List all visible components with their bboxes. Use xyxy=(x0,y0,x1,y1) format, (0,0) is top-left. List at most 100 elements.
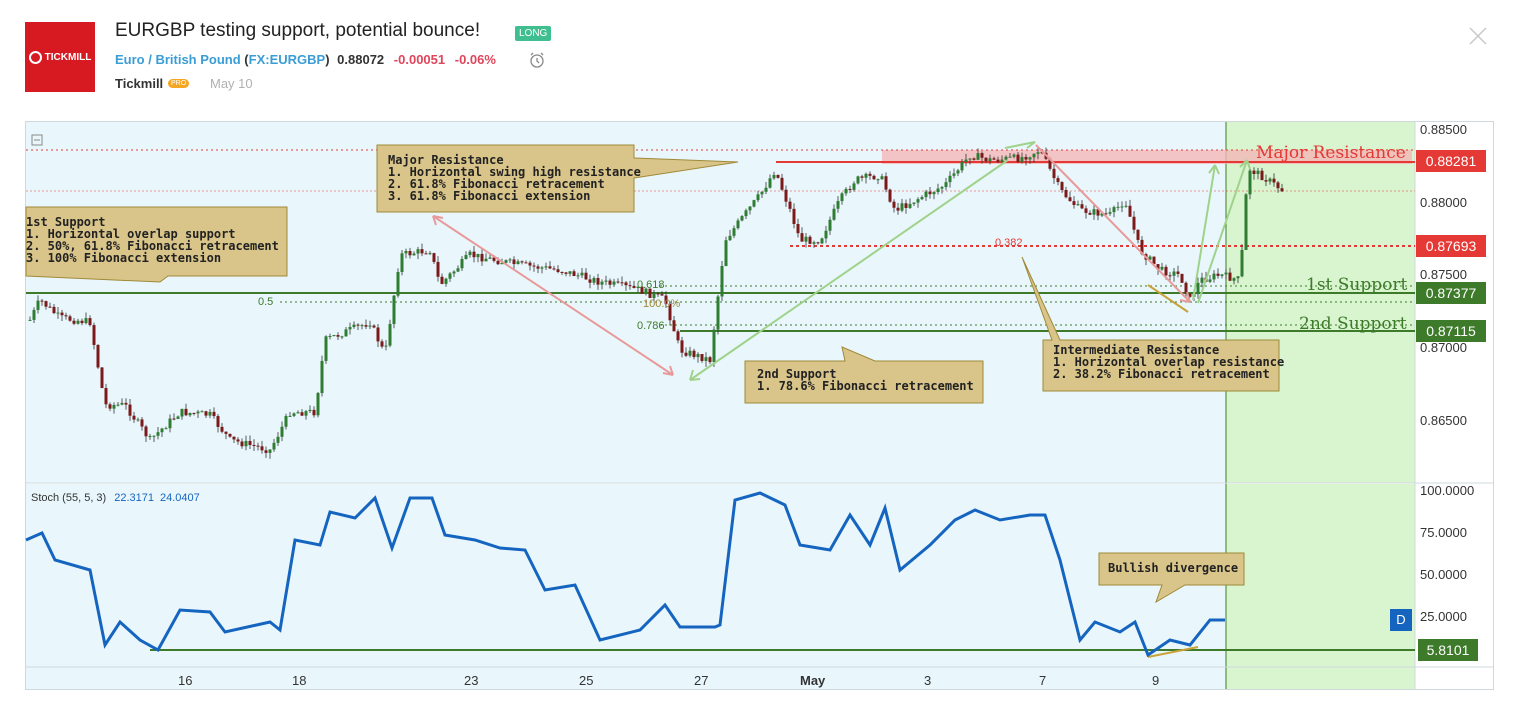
collapse-pane-icon[interactable] xyxy=(31,134,43,146)
price-label-resistance: 0.88281 xyxy=(1416,150,1486,172)
candle-body xyxy=(140,419,144,427)
candle-body xyxy=(588,279,592,283)
candle-body xyxy=(180,408,184,417)
candle-body xyxy=(648,288,652,298)
major-callout-box xyxy=(376,144,739,213)
candle-body xyxy=(972,158,976,160)
candle-body xyxy=(856,176,860,184)
symbol-link[interactable]: FX:EURGBP xyxy=(248,52,326,67)
candle-body xyxy=(460,259,464,269)
candle-body xyxy=(1124,205,1128,207)
candle-body xyxy=(164,428,168,430)
candle-body xyxy=(676,331,680,341)
candle-body xyxy=(1088,212,1092,215)
alarm-clock-icon[interactable] xyxy=(528,51,546,69)
price-label-intermediate: 0.87693 xyxy=(1416,235,1486,257)
candle-body xyxy=(824,230,828,239)
candle-body xyxy=(248,440,252,445)
candle-body xyxy=(320,360,324,394)
candle-body xyxy=(160,428,164,433)
stoch-tick: 25.0000 xyxy=(1420,609,1467,624)
candle-body xyxy=(940,187,944,189)
candle-body xyxy=(216,416,220,427)
candle-body xyxy=(732,228,736,236)
candle-body xyxy=(376,327,380,342)
candle-body xyxy=(892,201,896,208)
price-tick: 0.87000 xyxy=(1420,340,1467,355)
candle-body xyxy=(1120,206,1124,208)
candle-body xyxy=(1100,213,1104,216)
candle-body xyxy=(908,203,912,208)
candle-body xyxy=(1172,271,1176,276)
candle-body xyxy=(244,440,248,447)
d-button[interactable]: D xyxy=(1390,609,1412,631)
candle-body xyxy=(1148,256,1152,260)
candle-body xyxy=(548,266,552,269)
candle-body xyxy=(404,250,408,254)
stoch-k-value: 22.3171 xyxy=(114,492,154,504)
candle-body xyxy=(484,258,488,262)
candle-body xyxy=(960,161,964,171)
candle-body xyxy=(212,411,216,417)
candle-body xyxy=(820,238,824,244)
candle-body xyxy=(232,436,236,440)
green-target-arrow-2 xyxy=(1197,159,1251,304)
candle-body xyxy=(100,367,104,389)
candle-body xyxy=(620,282,624,284)
candle-body xyxy=(196,411,200,414)
divergence-price-line xyxy=(1147,284,1189,313)
candle-body xyxy=(564,272,568,274)
candle-body xyxy=(928,191,932,195)
candle-body xyxy=(768,178,772,188)
candle-body xyxy=(1248,170,1252,195)
major-callout-text: Major Resistance 1. Horizontal swing hig… xyxy=(388,153,641,203)
time-tick: 9 xyxy=(1152,673,1160,688)
candle-body xyxy=(480,253,484,262)
stoch-legend[interactable]: Stoch (55, 5, 3) 22.3171 24.0407 xyxy=(31,492,200,504)
candle-body xyxy=(808,236,812,244)
candle-body xyxy=(516,261,520,265)
candle-body xyxy=(644,288,648,294)
candle-body xyxy=(748,206,752,211)
chart-frame[interactable] xyxy=(25,121,1494,690)
candle-body xyxy=(740,216,744,221)
candle-body xyxy=(996,159,1000,162)
candle-body xyxy=(316,393,320,416)
candle-body xyxy=(1068,197,1072,202)
candle-body xyxy=(236,439,240,442)
symbol-open-paren: ( xyxy=(244,52,249,67)
candle-body xyxy=(1224,272,1228,275)
candle-body xyxy=(128,404,132,416)
candle-body xyxy=(84,318,88,324)
candle-body xyxy=(48,306,52,308)
candle-body xyxy=(1160,266,1164,270)
candle-body xyxy=(264,450,268,453)
candle-body xyxy=(636,286,640,288)
candle-body xyxy=(528,262,532,266)
candle-body xyxy=(1040,152,1044,154)
candle-body xyxy=(576,275,580,277)
close-icon[interactable] xyxy=(1466,24,1490,48)
first-support-callout-text: 1st Support 1. Horizontal overlap suppor… xyxy=(26,215,279,265)
publish-date: May 10 xyxy=(210,76,253,91)
major-resistance-label: Major Resistance xyxy=(1256,143,1406,163)
candle-body xyxy=(976,153,980,160)
candle-body xyxy=(56,312,60,314)
candle-body xyxy=(1028,157,1032,160)
candle-body xyxy=(752,200,756,207)
candle-body xyxy=(724,240,728,267)
candle-body xyxy=(592,278,596,283)
author-name[interactable]: Tickmill xyxy=(115,76,164,91)
candle-body xyxy=(152,435,156,437)
candle-body xyxy=(800,233,804,242)
candle-body xyxy=(540,267,544,269)
candle-body xyxy=(1236,276,1240,279)
candle-body xyxy=(556,269,560,272)
candle-body xyxy=(712,329,716,363)
candle-body xyxy=(1024,157,1028,160)
instrument-name[interactable]: Euro / British Pound xyxy=(115,52,241,67)
candle-body xyxy=(40,300,44,302)
candle-body xyxy=(68,316,72,321)
candle-body xyxy=(912,202,916,204)
candle-body xyxy=(1164,266,1168,276)
